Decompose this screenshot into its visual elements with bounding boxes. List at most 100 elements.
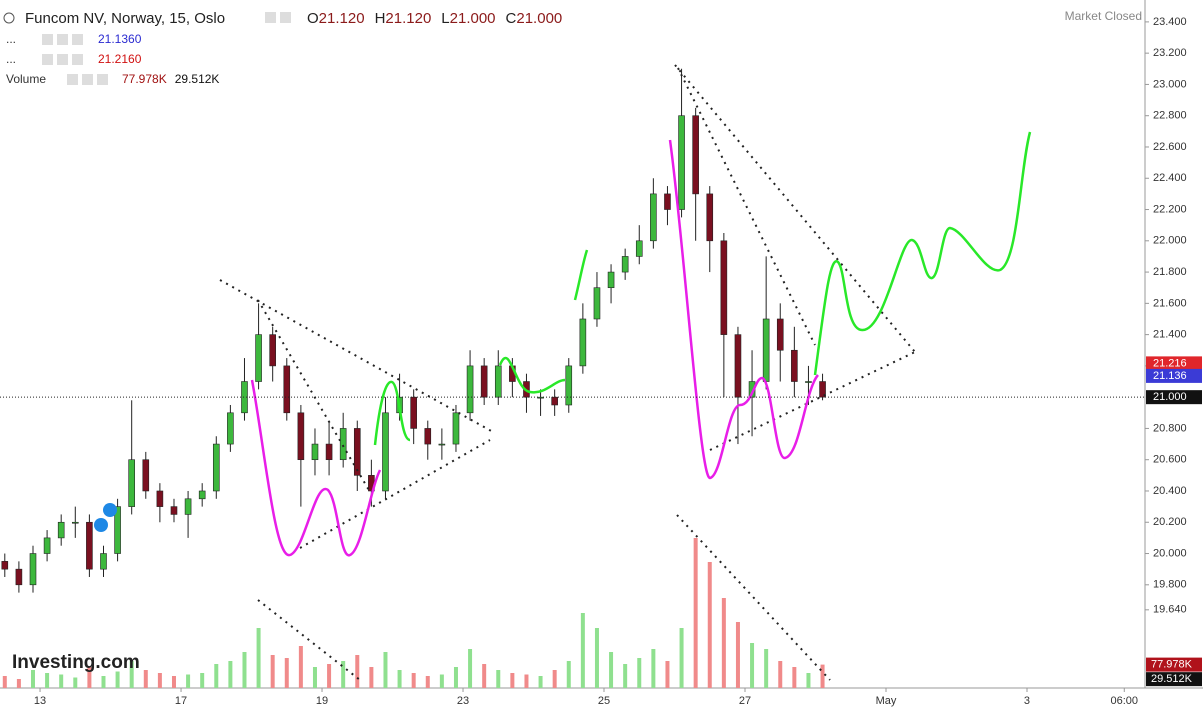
volume-bar	[312, 667, 317, 688]
volume-bar	[45, 673, 50, 688]
header: Funcom NV, Norway, 15, Oslo Market Close…	[3, 9, 1142, 85]
y-tick-label: 20.000	[1153, 547, 1187, 559]
volume-bar	[298, 646, 303, 688]
volume-bar	[341, 661, 346, 688]
candle-body	[15, 568, 23, 586]
candle-body	[128, 459, 135, 507]
icon	[42, 34, 53, 45]
icon	[97, 74, 108, 85]
trend-line	[299, 439, 491, 549]
volume-bar	[171, 676, 176, 688]
candle-body	[805, 381, 812, 383]
y-tick-label: 20.200	[1153, 516, 1187, 528]
candle-body	[86, 521, 93, 570]
volume-bar	[693, 538, 698, 688]
volume-bar	[369, 667, 374, 688]
candle-body	[241, 381, 248, 414]
y-tick-label: 23.400	[1153, 16, 1187, 28]
trend-line	[709, 351, 916, 451]
volume-bar	[820, 664, 825, 688]
header-icons	[42, 12, 291, 85]
y-tick-label: 22.000	[1153, 235, 1187, 247]
volume-bar	[707, 562, 712, 688]
trend-line	[677, 67, 816, 346]
marker	[94, 518, 108, 532]
candle-body	[650, 193, 657, 242]
volume-bar	[566, 661, 571, 688]
pattern-curve	[250, 379, 382, 557]
price-tag-label: 21.000	[1153, 391, 1187, 403]
indicator-value: 29.512K	[175, 72, 220, 86]
volume-bar	[764, 649, 769, 688]
logo: Investing.com	[12, 652, 140, 673]
volume-bar	[482, 664, 487, 688]
trend-line	[257, 599, 361, 681]
volume-bar	[735, 622, 740, 688]
candle-body	[579, 318, 587, 367]
y-tick-label: 21.800	[1153, 266, 1187, 278]
candle-body	[791, 349, 798, 382]
volume-bar	[270, 655, 275, 688]
icon	[57, 34, 68, 45]
volume-bar	[538, 676, 543, 688]
icon	[67, 74, 78, 85]
candle-body	[480, 365, 488, 398]
x-tick-label: May	[876, 695, 897, 707]
candle-body	[565, 365, 573, 406]
ohlc-key: H	[375, 10, 386, 27]
price-tag	[1146, 390, 1202, 405]
candle-body	[57, 521, 65, 539]
volume-tag	[1146, 657, 1202, 672]
candle-body	[71, 521, 79, 524]
volume-bar	[778, 661, 783, 688]
icon	[82, 74, 93, 85]
price-tag	[1146, 368, 1202, 383]
candle-body	[466, 365, 474, 414]
candle-body	[269, 334, 276, 367]
candle-body	[494, 365, 502, 398]
volume-bar	[30, 670, 35, 688]
y-tick-label: 22.600	[1153, 141, 1187, 153]
indicator-name: ...	[6, 32, 16, 46]
candle-body	[635, 240, 643, 257]
symbol: Funcom NV, Norway, 15, Oslo	[25, 10, 225, 27]
icon	[280, 12, 291, 23]
ohlc-key: O	[307, 10, 319, 27]
candle-body	[100, 553, 107, 570]
volume-bar	[101, 676, 106, 688]
y-tick-label: 22.400	[1153, 172, 1187, 184]
volume-bar	[2, 676, 7, 688]
candle-body	[382, 412, 389, 492]
x-tick-label: 17	[175, 695, 187, 707]
candle-body	[762, 318, 770, 382]
candle-body	[776, 318, 784, 351]
volume-bar	[792, 667, 797, 688]
indicator-name: Volume	[6, 72, 46, 86]
candle-body	[734, 334, 742, 398]
indicator-value: 21.2160	[98, 52, 142, 66]
candle-body	[29, 553, 37, 586]
volume-bar	[411, 673, 416, 688]
price-tag	[1146, 356, 1202, 371]
ohlc-key: C	[506, 10, 517, 27]
candle-body	[678, 115, 685, 210]
volume-bar	[397, 670, 402, 688]
candle-body	[170, 506, 178, 515]
volume-bar	[157, 673, 162, 688]
volume-tag-label: 29.512K	[1151, 673, 1193, 685]
volume-bar	[284, 658, 289, 688]
volume-bar	[580, 613, 585, 688]
volume-bar	[200, 673, 205, 688]
plot	[1, 68, 826, 688]
ohlc-value: 21.120	[385, 10, 431, 27]
volume-bar	[665, 661, 670, 688]
volume-bar	[439, 674, 444, 688]
candle-body	[339, 428, 347, 461]
volume-bar	[129, 661, 134, 688]
volume-bar	[609, 652, 614, 688]
x-tick-label: 23	[457, 695, 469, 707]
candle-body	[184, 498, 192, 515]
volume-bar	[651, 649, 656, 688]
indicator-name: ...	[6, 52, 16, 66]
candle-body	[227, 412, 234, 445]
